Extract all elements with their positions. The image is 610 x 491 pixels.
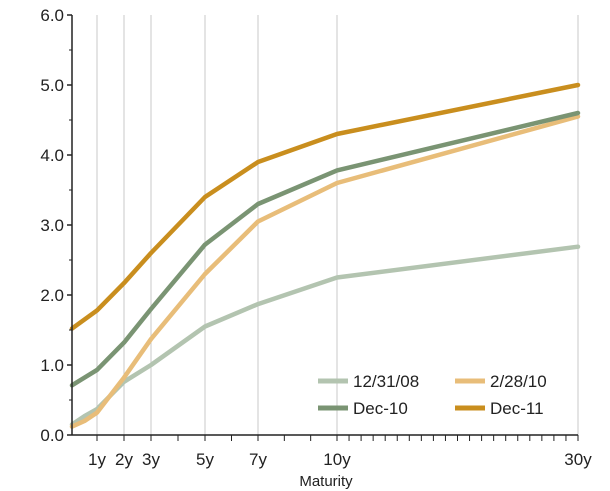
- axis-ticks: [67, 14, 579, 441]
- x-tick-label-10y: 10y: [323, 450, 351, 469]
- x-tick-label-5y: 5y: [196, 450, 214, 469]
- y-tick-label: 6.0: [40, 6, 64, 25]
- y-tick-label: 0.0: [40, 426, 64, 445]
- legend-label-2: 2/28/10: [490, 372, 547, 391]
- y-tick-label: 2.0: [40, 286, 64, 305]
- x-tick-label-3y: 3y: [142, 450, 160, 469]
- x-tick-labels: 1y 2y 3y 5y 7y 10y 30y: [88, 450, 592, 469]
- series-line-2: [69, 114, 581, 429]
- series-line-1: [69, 244, 581, 427]
- x-tick-label-30y: 30y: [564, 450, 592, 469]
- legend-label-3: Dec-10: [353, 399, 408, 418]
- y-tick-label: 1.0: [40, 356, 64, 375]
- y-tick-labels: 0.0 1.0 2.0 3.0 4.0 5.0 6.0: [40, 6, 64, 445]
- series-lines: [69, 82, 581, 429]
- x-tick-label-7y: 7y: [249, 450, 267, 469]
- y-tick-label: 5.0: [40, 76, 64, 95]
- series-line-4: [69, 82, 581, 331]
- legend: 12/31/08 2/28/10 Dec-10 Dec-11: [318, 372, 547, 418]
- series-line-3: [69, 110, 581, 388]
- y-tick-label: 3.0: [40, 216, 64, 235]
- x-tick-label-1y: 1y: [88, 450, 106, 469]
- legend-label-4: Dec-11: [490, 399, 544, 418]
- x-tick-label-2y: 2y: [115, 450, 133, 469]
- legend-label-1: 12/31/08: [353, 372, 419, 391]
- y-tick-label: 4.0: [40, 146, 64, 165]
- x-axis-title: Maturity: [299, 473, 353, 490]
